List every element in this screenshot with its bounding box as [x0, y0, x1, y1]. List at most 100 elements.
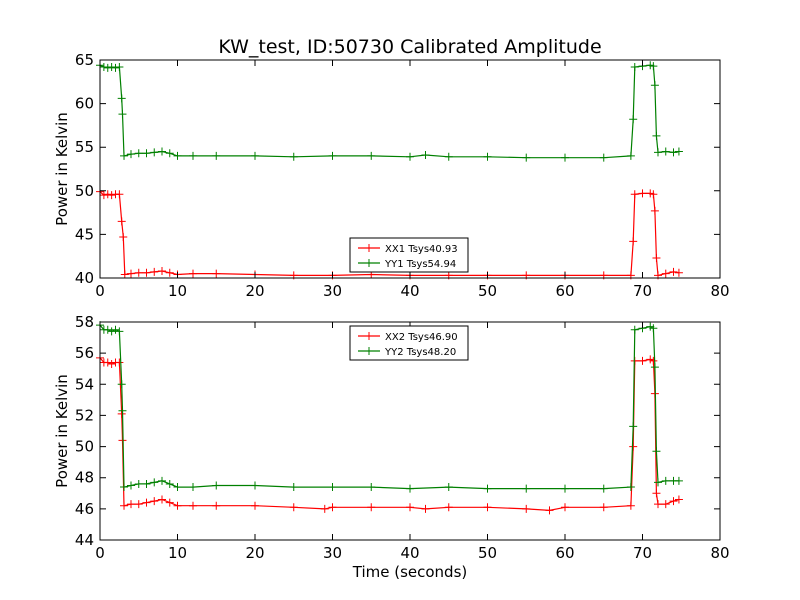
data-point: [173, 483, 182, 492]
data-point: [212, 151, 221, 160]
data-point: [134, 479, 143, 488]
data-point: [650, 206, 659, 215]
data-point: [649, 356, 658, 365]
y-tick-label: 50: [75, 438, 94, 456]
data-point: [119, 233, 128, 242]
x-tick-label: 10: [168, 544, 187, 562]
data-point: [99, 191, 108, 200]
data-point: [158, 147, 166, 156]
data-point: [421, 504, 430, 513]
data-point: [669, 267, 678, 276]
data-point: [173, 151, 182, 160]
data-point: [107, 360, 116, 369]
data-point: [120, 483, 129, 492]
figure-title: KW_test, ID:50730 Calibrated Amplitude: [218, 36, 601, 58]
data-point: [103, 190, 112, 199]
data-point: [522, 504, 531, 513]
legend-marker: [365, 332, 373, 340]
data-point: [629, 422, 638, 431]
y-tick-label: 48: [75, 469, 94, 487]
data-point: [674, 476, 683, 485]
x-tick-label: 60: [555, 282, 574, 300]
y-tick-label: 45: [75, 225, 94, 243]
y-tick-label: 58: [75, 313, 94, 331]
data-point: [649, 62, 658, 71]
data-point: [115, 190, 124, 199]
x-tick-label: 50: [478, 282, 497, 300]
data-point: [289, 152, 298, 161]
legend-marker: [365, 244, 373, 252]
data-point: [674, 147, 683, 156]
data-point: [545, 506, 554, 515]
data-point: [652, 131, 661, 140]
data-point: [652, 253, 661, 262]
data-point: [189, 483, 197, 492]
x-axis-label: Time (seconds): [352, 563, 468, 581]
data-point: [117, 217, 126, 226]
data-point: [669, 148, 678, 157]
data-point: [561, 153, 569, 162]
data-point: [289, 503, 298, 512]
data-point: [127, 150, 135, 159]
legend-label: YY1 Tsys54.94: [384, 259, 456, 270]
data-point: [652, 489, 661, 498]
x-tick-label: 80: [710, 544, 729, 562]
data-point: [107, 191, 116, 200]
data-point: [150, 497, 159, 506]
data-point: [367, 503, 376, 512]
series-line-2: [99, 64, 679, 159]
data-point: [629, 442, 638, 451]
x-tick-label: 60: [555, 544, 574, 562]
y-tick-label: 46: [75, 500, 94, 518]
data-point: [561, 503, 569, 512]
x-tick-label: 80: [710, 282, 729, 300]
data-point: [674, 495, 683, 504]
x-tick-label: 70: [633, 282, 652, 300]
data-point: [142, 268, 151, 277]
y-tick-label: 55: [75, 138, 94, 156]
data-point: [328, 151, 337, 160]
data-point: [654, 148, 662, 157]
x-tick-label: 20: [245, 544, 264, 562]
data-point: [120, 270, 129, 279]
series-markers-2: [96, 61, 683, 162]
data-point: [406, 152, 414, 161]
data-point: [107, 327, 116, 336]
y-tick-label: 44: [75, 531, 94, 549]
data-point: [134, 149, 143, 158]
data-point: [421, 151, 430, 160]
data-point: [654, 478, 662, 487]
legend-box: [349, 325, 469, 361]
data-point: [158, 267, 166, 276]
data-point: [118, 110, 127, 119]
data-point: [103, 358, 112, 367]
legend: XX2 Tsys46.90 YY2 Tsys48.20: [349, 325, 469, 361]
bottom-chart: 0 10 20 30 40 50 60 70 80 44 46 48 50 52 54 56 58 Power i…: [53, 313, 730, 581]
data-point: [599, 484, 608, 493]
data-point: [118, 406, 127, 415]
data-point: [444, 503, 453, 512]
data-point: [483, 484, 492, 493]
data-point: [626, 151, 635, 160]
data-point: [251, 501, 259, 510]
data-point: [638, 189, 647, 198]
data-point: [328, 483, 337, 492]
data-point: [650, 363, 659, 372]
y-tick-label: 52: [75, 406, 94, 424]
x-tick-label: 0: [95, 544, 105, 562]
data-point: [120, 501, 129, 510]
data-point: [115, 62, 124, 71]
x-tick-label: 20: [245, 282, 264, 300]
legend-marker: [365, 347, 373, 355]
legend-label: YY2 Tsys48.20: [384, 347, 456, 358]
data-point: [406, 503, 414, 512]
x-tick-label: 30: [323, 282, 342, 300]
data-point: [103, 63, 112, 72]
data-point: [111, 63, 120, 72]
y-tick-label: 54: [75, 375, 94, 393]
y-tick-label: 40: [75, 269, 94, 287]
x-tick-label: 10: [168, 282, 187, 300]
data-point: [103, 325, 112, 334]
data-point: [626, 483, 635, 492]
